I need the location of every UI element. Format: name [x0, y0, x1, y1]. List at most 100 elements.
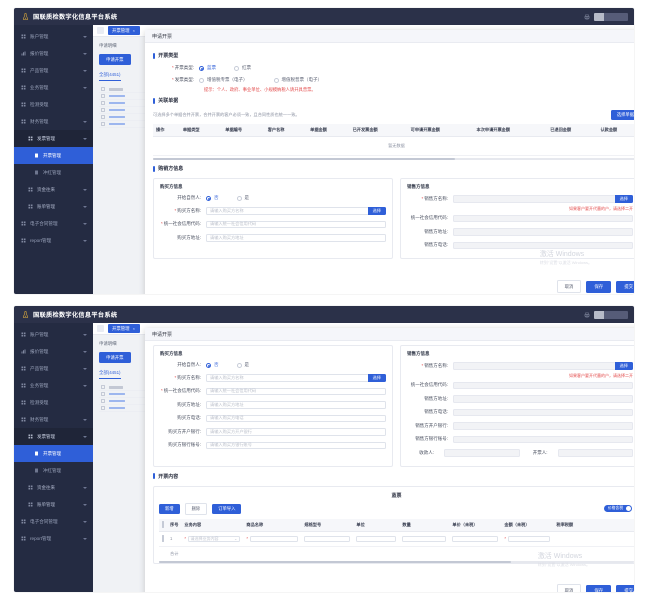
qty-input[interactable] [402, 535, 447, 542]
sidebar-item-redletter[interactable]: 冲红管理 [14, 462, 93, 479]
buyer-choose-button[interactable]: 选择 [367, 374, 386, 382]
sidebar-item-finance[interactable]: 财务管理 [14, 411, 93, 428]
business-select[interactable]: 请选择业务内容 ⌄ [187, 535, 241, 542]
apply-invoice-button[interactable]: 申请开票 [99, 54, 131, 65]
buyer-tax-id-input[interactable]: 请输入统一社会信用代码 [206, 220, 386, 228]
tax-inclusive-switch[interactable]: 价格含税 [603, 505, 632, 512]
printer-icon[interactable] [584, 14, 590, 20]
tab-invoice-management[interactable]: 开票管理 × [108, 26, 140, 35]
buyer-address-input[interactable]: 请输入购买方地址 [206, 401, 386, 409]
sidebar-item-product[interactable]: 产品管理 [14, 360, 93, 377]
seller-name-input[interactable] [453, 362, 616, 370]
sidebar-item-acceptance[interactable]: 检测受理 [14, 394, 93, 411]
row-checkbox[interactable] [162, 535, 164, 543]
cancel-button[interactable]: 取消 [556, 280, 582, 293]
table-horizontal-scrollbar[interactable] [153, 158, 634, 160]
sidebar-item-quote[interactable]: 报价管理 [14, 45, 93, 62]
radio-natural-person-yes[interactable]: 是 [236, 362, 249, 368]
row-checkbox[interactable] [101, 108, 105, 112]
buyer-address-input[interactable]: 请输入购买方地址 [206, 234, 386, 242]
sidebar-item-account[interactable]: 账户管理 [14, 326, 93, 343]
add-row-button[interactable]: 新增 [159, 503, 180, 514]
row-checkbox[interactable] [101, 399, 105, 403]
submit-button[interactable]: 提交 [616, 280, 634, 293]
close-icon[interactable]: × [132, 326, 135, 331]
filter-all-label[interactable]: 全部(4451) [99, 370, 121, 375]
delete-row-button[interactable]: 删除 [184, 502, 208, 515]
goods-input[interactable] [249, 535, 299, 542]
sidebar-item-account[interactable]: 账户管理 [14, 28, 93, 45]
sidebar-item-invoice-apply[interactable]: 开票管理 [14, 445, 93, 462]
avatar[interactable] [594, 310, 628, 319]
sidebar-item-business[interactable]: 业务管理 [14, 79, 93, 96]
select-orders-button[interactable]: 选择单据 [610, 110, 634, 120]
invoice-table-horizontal-scrollbar[interactable] [159, 561, 634, 563]
sidebar-item-quote[interactable]: 报价管理 [14, 343, 93, 360]
radio-natural-person-no[interactable]: 否 [206, 195, 219, 201]
row-action-link[interactable] [109, 406, 125, 410]
sidebar-item-bills[interactable]: 账单管理 [14, 496, 93, 513]
buyer-account-input[interactable]: 请输入购买方银行账号 [206, 441, 386, 449]
row-checkbox[interactable] [101, 115, 105, 119]
buyer-tax-id-input[interactable]: 请输入统一社会信用代码 [206, 387, 386, 395]
save-button[interactable]: 保存 [586, 280, 612, 293]
unit-input[interactable] [356, 535, 397, 542]
close-icon[interactable]: × [132, 28, 135, 33]
sidebar-item-econtract[interactable]: 电子合同管理 [14, 215, 93, 232]
radio-general-vat[interactable]: 增值税普票（电子） [273, 77, 322, 83]
buyer-bank-input[interactable]: 请输入购买方开户银行 [206, 428, 386, 436]
row-action-link[interactable] [109, 392, 125, 396]
row-action-link[interactable] [109, 101, 125, 105]
row-action-link[interactable] [109, 115, 125, 119]
radio-natural-person-yes[interactable]: 是 [236, 195, 249, 201]
submit-button[interactable]: 提交 [616, 584, 634, 592]
row-action-link[interactable] [109, 94, 125, 98]
row-action-link[interactable] [109, 122, 125, 126]
cancel-button[interactable]: 取消 [556, 584, 582, 592]
filter-all-label[interactable]: 全部(4451) [99, 72, 121, 77]
scrollbar-thumb[interactable] [159, 561, 511, 563]
save-button[interactable]: 保存 [586, 584, 612, 592]
sidebar-item-funds[interactable]: 资金往来 [14, 181, 93, 198]
sidebar-item-bills[interactable]: 账单管理 [14, 198, 93, 215]
sidebar-item-product[interactable]: 产品管理 [14, 62, 93, 79]
apply-invoice-button[interactable]: 申请开票 [99, 352, 131, 363]
avatar[interactable] [594, 12, 628, 21]
scrollbar-thumb[interactable] [153, 158, 455, 160]
sidebar-item-acceptance[interactable]: 检测受理 [14, 96, 93, 113]
sidebar-item-econtract[interactable]: 电子合同管理 [14, 513, 93, 530]
radio-red-invoice[interactable]: 红票 [234, 65, 251, 71]
select-all-checkbox[interactable] [162, 521, 164, 528]
buyer-name-input[interactable]: 请输入购买方名称 [206, 207, 369, 215]
tab-invoice-management[interactable]: 开票管理 × [108, 324, 140, 333]
sidebar-item-report[interactable]: report管理 [14, 530, 93, 547]
seller-name-input[interactable] [453, 195, 616, 203]
select-all-checkbox[interactable] [101, 385, 105, 389]
row-checkbox[interactable] [101, 122, 105, 126]
sidebar-item-invoice[interactable]: 发票管理 [14, 130, 93, 147]
row-checkbox[interactable] [101, 392, 105, 396]
price-input[interactable] [452, 535, 499, 542]
buyer-phone-input[interactable]: 请输入购买方电话 [206, 414, 386, 422]
sidebar-item-finance[interactable]: 财务管理 [14, 113, 93, 130]
sidebar-item-business[interactable]: 业务管理 [14, 377, 93, 394]
select-all-checkbox[interactable] [101, 87, 105, 91]
sidebar-item-redletter[interactable]: 冲红管理 [14, 164, 93, 181]
buyer-name-input[interactable]: 请输入购买方名称 [206, 374, 369, 382]
sidebar-item-invoice[interactable]: 发票管理 [14, 428, 93, 445]
sidebar-item-funds[interactable]: 资金往来 [14, 479, 93, 496]
sidebar-item-invoice-apply[interactable]: 开票管理 [14, 147, 93, 164]
row-checkbox[interactable] [101, 101, 105, 105]
row-checkbox[interactable] [101, 406, 105, 410]
seller-choose-button[interactable]: 选择 [614, 195, 633, 203]
radio-natural-person-no[interactable]: 否 [206, 362, 219, 368]
home-icon[interactable] [97, 325, 104, 332]
radio-blue-invoice[interactable]: 蓝票 [199, 65, 216, 71]
sidebar-item-report[interactable]: report管理 [14, 232, 93, 249]
seller-choose-button[interactable]: 选择 [614, 362, 633, 370]
radio-special-vat[interactable]: 增值税专票（电子） [199, 77, 248, 83]
buyer-choose-button[interactable]: 选择 [367, 207, 386, 215]
import-order-button[interactable]: 订单导入 [212, 503, 242, 514]
amount-input[interactable] [507, 535, 551, 542]
row-checkbox[interactable] [101, 94, 105, 98]
